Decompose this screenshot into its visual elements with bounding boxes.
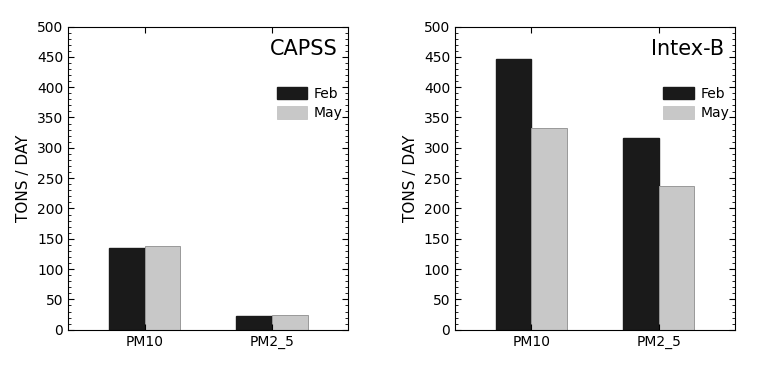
Bar [272, 315, 308, 330]
Bar [496, 59, 531, 330]
Legend: Feb, May: Feb, May [658, 81, 735, 126]
Bar [236, 316, 272, 330]
Y-axis label: TONS / DAY: TONS / DAY [17, 135, 31, 222]
Bar [623, 138, 659, 330]
Legend: Feb, May: Feb, May [271, 81, 349, 126]
Y-axis label: TONS / DAY: TONS / DAY [403, 135, 418, 222]
Bar [531, 128, 567, 330]
Bar [145, 246, 180, 330]
Text: Intex-B: Intex-B [651, 39, 724, 59]
Bar [109, 248, 145, 330]
Text: CAPSS: CAPSS [270, 39, 337, 59]
Bar [659, 186, 694, 330]
